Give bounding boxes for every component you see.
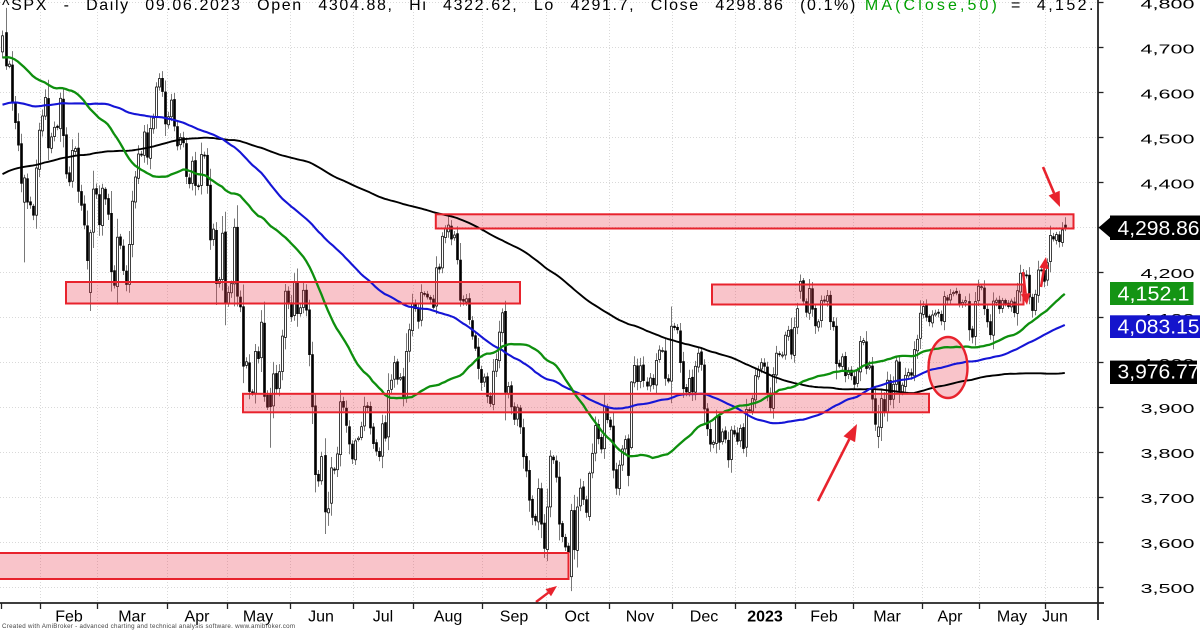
svg-text:4,298.86: 4,298.86 [1118,218,1200,240]
svg-text:2023: 2023 [747,609,783,626]
svg-text:Oct: Oct [565,609,590,626]
svg-text:Jul: Jul [373,609,393,626]
svg-text:Jun: Jun [1042,609,1068,626]
svg-text:Feb: Feb [55,609,83,626]
svg-text:4,400: 4,400 [1141,176,1195,191]
svg-text:May: May [997,609,1027,626]
svg-text:4,083.15: 4,083.15 [1118,317,1200,339]
svg-text:4,500: 4,500 [1141,131,1195,146]
svg-text:4,800: 4,800 [1141,0,1195,11]
svg-text:3,500: 3,500 [1141,581,1195,596]
svg-text:Feb: Feb [810,609,838,626]
svg-text:4,200: 4,200 [1141,266,1195,281]
svg-text:Sep: Sep [500,609,529,626]
svg-text:4,152.1: 4,152.1 [1118,284,1190,306]
svg-text:4,700: 4,700 [1141,41,1195,56]
svg-text:3,600: 3,600 [1141,536,1195,551]
svg-text:Apr: Apr [185,609,211,626]
svg-text:3,700: 3,700 [1141,491,1195,506]
svg-text:3,800: 3,800 [1141,446,1195,461]
svg-text:3,900: 3,900 [1141,401,1195,416]
svg-text:Aug: Aug [434,609,462,626]
svg-text:Mar: Mar [873,609,901,626]
svg-text:Apr: Apr [938,609,964,626]
svg-text:Nov: Nov [626,609,654,626]
svg-text:May: May [243,609,273,626]
svg-text:3,976.77: 3,976.77 [1118,362,1200,384]
svg-text:Mar: Mar [118,609,146,626]
svg-text:4,600: 4,600 [1141,86,1195,101]
svg-text:Jun: Jun [308,609,334,626]
svg-text:Dec: Dec [690,609,718,626]
